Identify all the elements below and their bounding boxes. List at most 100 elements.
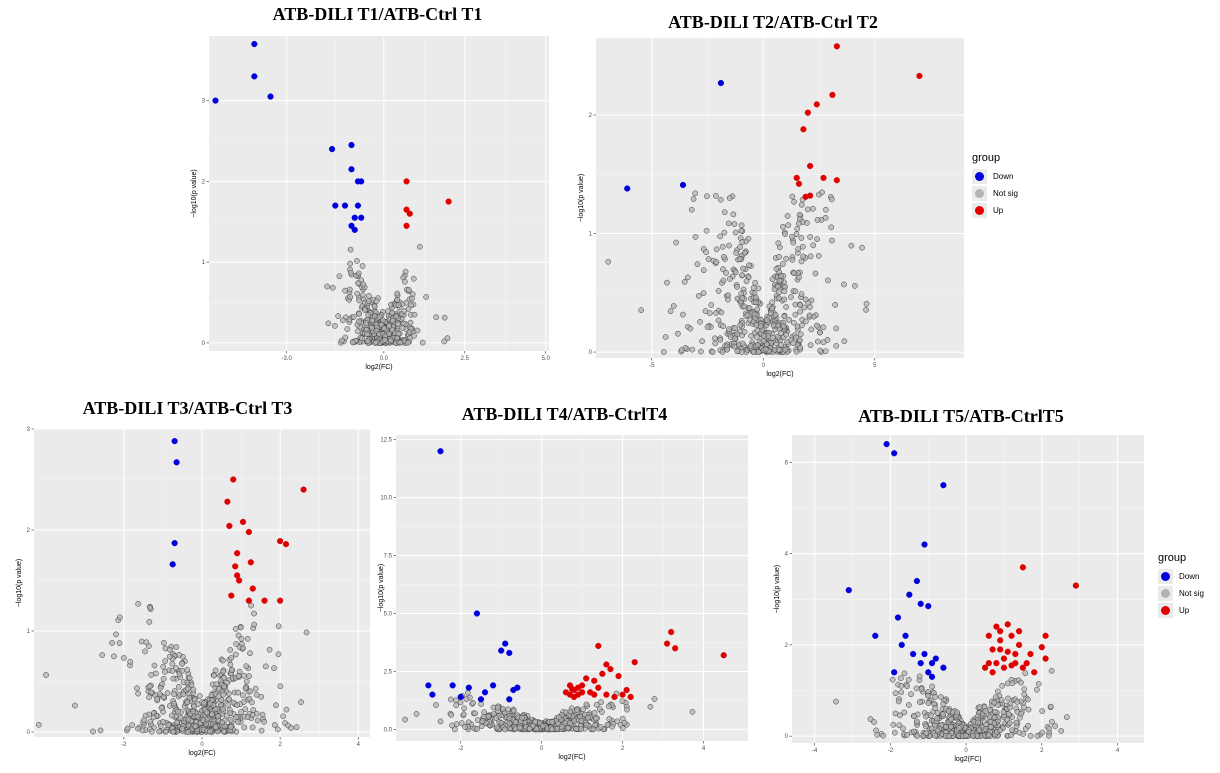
point-not-sig [555, 714, 562, 721]
point-not-sig [743, 278, 750, 285]
point-up [800, 126, 807, 133]
point-not-sig [992, 708, 998, 715]
point-not-sig [781, 288, 788, 295]
point-not-sig [737, 244, 743, 251]
point-not-sig [791, 270, 797, 276]
point-not-sig [793, 348, 800, 355]
point-up [249, 585, 256, 592]
point-not-sig [750, 284, 757, 291]
point-not-sig [651, 696, 658, 702]
point-not-sig [381, 325, 388, 332]
point-up [672, 645, 679, 652]
plot-background [209, 36, 549, 351]
point-not-sig [819, 189, 825, 196]
chart-panel-4: ATB-DILI T4/ATB-CtrlT4 -2 0 2 4 0.0 2.5 5.0 7.5… [372, 395, 757, 773]
point-not-sig [160, 694, 167, 701]
point-not-sig [453, 697, 459, 704]
point-not-sig [900, 725, 906, 732]
point-not-sig [738, 349, 745, 355]
point-not-sig [739, 239, 746, 245]
legend-item-down: Down [1158, 568, 1204, 585]
y-tick-label: 0.0 [384, 727, 393, 733]
point-not-sig [825, 277, 831, 284]
point-not-sig [160, 663, 167, 670]
point-not-sig [356, 311, 362, 317]
point-not-sig [747, 343, 754, 349]
point-not-sig [386, 330, 392, 337]
point-not-sig [713, 259, 720, 265]
x-tick-label: 4 [357, 742, 361, 748]
point-down [358, 178, 365, 185]
point-up [1004, 648, 1011, 655]
point-not-sig [904, 683, 910, 689]
x-tick-label: -2 [121, 742, 127, 748]
point-not-sig [244, 636, 251, 642]
point-not-sig [689, 708, 696, 715]
chart-title: ATB-DILI T1/ATB-Ctrl T1 [272, 4, 483, 24]
point-up [1012, 650, 1019, 658]
point-not-sig [262, 663, 269, 670]
point-not-sig [753, 334, 760, 340]
x-tick-label: 0 [200, 742, 204, 748]
point-not-sig [387, 337, 394, 344]
y-tick-label: 0 [27, 730, 31, 736]
legend-item-notsig: Not sig [1158, 585, 1204, 602]
point-up [228, 592, 235, 599]
point-not-sig [405, 306, 412, 312]
point-up [595, 642, 602, 650]
point-not-sig [479, 718, 486, 724]
point-not-sig [362, 307, 368, 313]
x-tick-label: 5 [873, 363, 877, 369]
point-down [473, 610, 481, 617]
point-not-sig [810, 242, 817, 249]
point-not-sig [578, 726, 584, 732]
point-not-sig [433, 702, 439, 708]
legend-label: Down [993, 172, 1014, 181]
point-not-sig [324, 283, 331, 290]
point-not-sig [124, 725, 131, 732]
point-not-sig [127, 658, 134, 665]
point-not-sig [481, 709, 488, 716]
point-not-sig [186, 675, 193, 681]
point-not-sig [814, 236, 820, 243]
point-not-sig [277, 683, 284, 690]
point-up [1027, 650, 1034, 658]
point-not-sig [1014, 699, 1021, 705]
x-axis-label: log2(FC) [365, 364, 392, 371]
point-not-sig [35, 721, 42, 728]
point-not-sig [702, 308, 709, 314]
point-not-sig [220, 657, 226, 664]
point-up [603, 661, 610, 668]
point-not-sig [689, 346, 696, 353]
point-not-sig [188, 681, 195, 688]
point-not-sig [411, 332, 417, 339]
point-not-sig [744, 311, 751, 318]
point-up [1015, 641, 1023, 648]
point-not-sig [406, 329, 413, 336]
point-not-sig [690, 196, 697, 202]
point-not-sig [209, 711, 215, 718]
point-not-sig [206, 728, 213, 735]
point-down [872, 632, 879, 639]
point-not-sig [720, 266, 726, 273]
point-down [921, 541, 928, 548]
point-not-sig [215, 693, 222, 700]
y-tick-label: 12.5 [380, 438, 392, 444]
point-not-sig [566, 720, 573, 726]
point-up [1000, 664, 1008, 671]
point-not-sig [251, 610, 257, 617]
point-not-sig [549, 719, 556, 725]
point-not-sig [694, 261, 701, 268]
point-not-sig [99, 652, 106, 658]
point-down [917, 600, 924, 607]
point-down [506, 649, 513, 657]
point-not-sig [242, 706, 249, 712]
point-not-sig [266, 646, 273, 653]
point-not-sig [739, 272, 746, 279]
point-not-sig [703, 249, 709, 256]
point-not-sig [220, 668, 226, 675]
x-tick-label: 2 [1040, 748, 1044, 754]
point-not-sig [165, 722, 172, 729]
point-not-sig [901, 709, 908, 716]
point-up [224, 498, 231, 505]
